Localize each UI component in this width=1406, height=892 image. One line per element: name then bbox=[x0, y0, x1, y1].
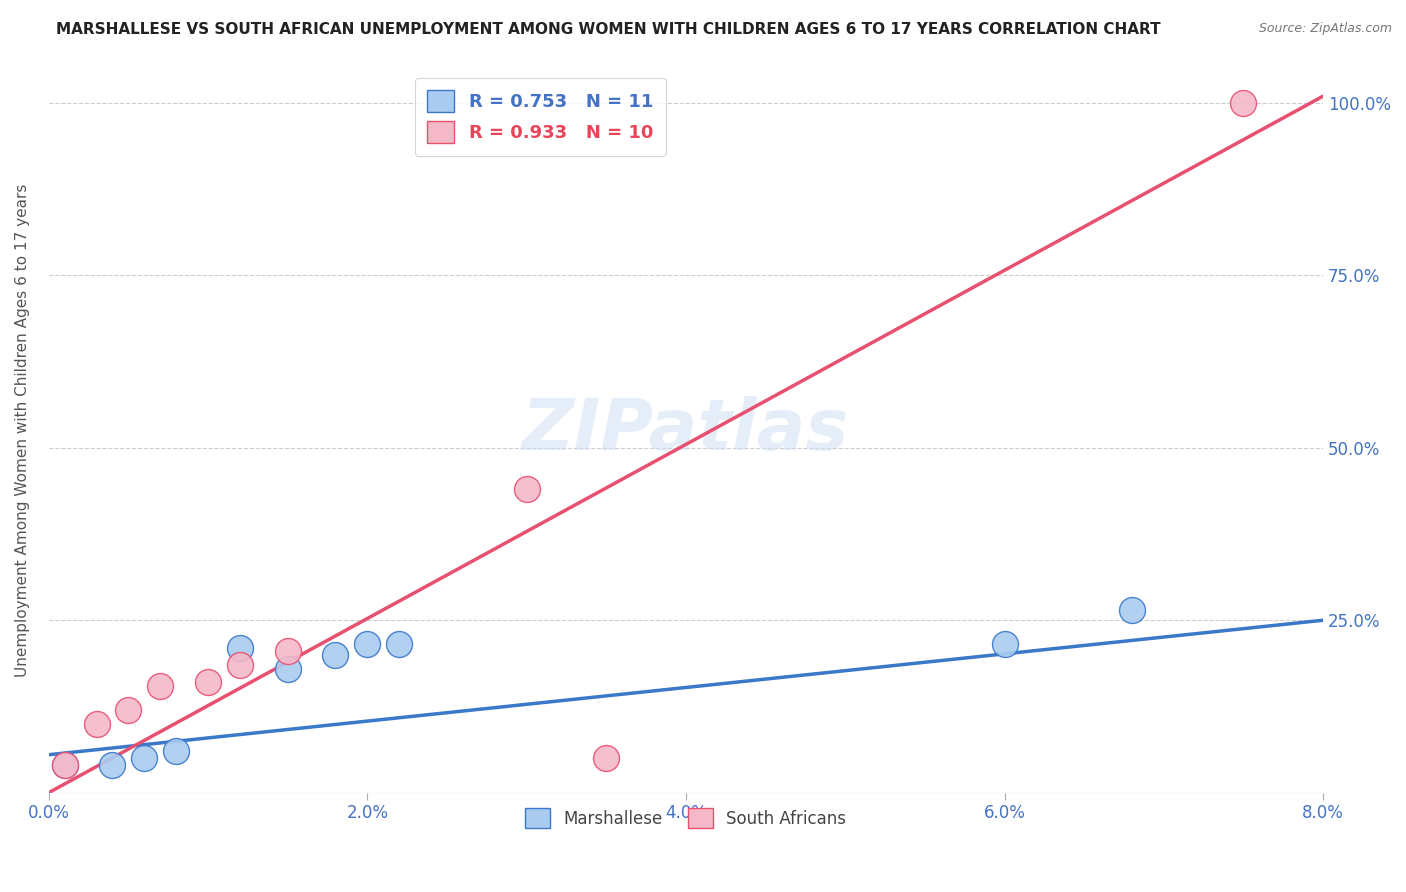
Point bbox=[229, 658, 252, 673]
Text: ZIPatlas: ZIPatlas bbox=[522, 396, 849, 465]
Text: MARSHALLESE VS SOUTH AFRICAN UNEMPLOYMENT AMONG WOMEN WITH CHILDREN AGES 6 TO 17: MARSHALLESE VS SOUTH AFRICAN UNEMPLOYMEN… bbox=[56, 22, 1161, 37]
Point bbox=[53, 758, 76, 772]
Point bbox=[325, 648, 347, 662]
Point bbox=[993, 637, 1015, 651]
Point bbox=[516, 482, 538, 496]
Legend: Marshallese, South Africans: Marshallese, South Africans bbox=[519, 801, 853, 835]
Point bbox=[1232, 95, 1254, 110]
Point bbox=[197, 675, 219, 690]
Point bbox=[1121, 603, 1143, 617]
Point bbox=[229, 640, 252, 655]
Point bbox=[165, 744, 187, 758]
Point bbox=[595, 751, 617, 765]
Point bbox=[388, 637, 411, 651]
Y-axis label: Unemployment Among Women with Children Ages 6 to 17 years: Unemployment Among Women with Children A… bbox=[15, 184, 30, 677]
Point bbox=[277, 661, 299, 675]
Text: Source: ZipAtlas.com: Source: ZipAtlas.com bbox=[1258, 22, 1392, 36]
Point bbox=[86, 716, 108, 731]
Point bbox=[356, 637, 378, 651]
Point bbox=[134, 751, 156, 765]
Point bbox=[149, 679, 172, 693]
Point bbox=[277, 644, 299, 658]
Point bbox=[117, 703, 139, 717]
Point bbox=[53, 758, 76, 772]
Point bbox=[101, 758, 124, 772]
